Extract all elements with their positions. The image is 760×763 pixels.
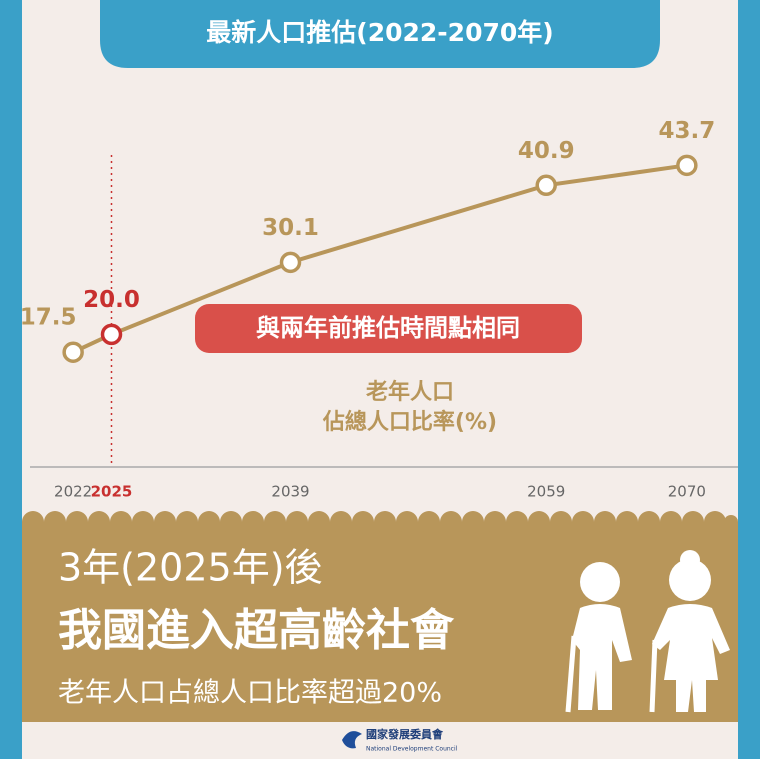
annotation-box bbox=[195, 304, 582, 353]
point bbox=[62, 341, 84, 363]
banner-line3: 老年人口占總人口比率超過20% bbox=[58, 678, 442, 709]
point bbox=[100, 323, 123, 346]
x-tick-label: 2039 bbox=[271, 483, 309, 501]
elderly-figures bbox=[565, 550, 730, 713]
data-label: 17.5 bbox=[20, 305, 77, 331]
y-label: 佔總人口比率(%) bbox=[322, 409, 497, 435]
data-label: 43.7 bbox=[658, 118, 715, 144]
banner-bg bbox=[22, 522, 738, 722]
title: 最新人口推估(2022-2070年) bbox=[206, 18, 553, 47]
footer-org: 國家發展委員會 bbox=[366, 727, 444, 741]
banner-line2: 我國進入超高齡社會 bbox=[58, 605, 455, 656]
x-tick-label: 2025 bbox=[91, 483, 133, 501]
banner-line1: 3年(2025年)後 bbox=[58, 546, 323, 590]
y-label: 老年人口 bbox=[365, 379, 454, 405]
footer-logo: 國家發展委員會 National Development Council bbox=[342, 727, 458, 753]
x-tick-label: 2059 bbox=[527, 483, 565, 501]
point bbox=[676, 154, 698, 177]
point bbox=[279, 251, 302, 274]
data-label: 30.1 bbox=[262, 215, 319, 241]
x-tick-label: 2070 bbox=[668, 483, 706, 501]
scallops bbox=[22, 511, 738, 533]
point bbox=[535, 174, 557, 197]
annotation: 與兩年前推估時間點相同 bbox=[256, 314, 520, 342]
title-tab bbox=[100, 0, 660, 68]
x-tick-label: 2022 bbox=[54, 483, 92, 501]
data-label: 20.0 bbox=[83, 287, 140, 313]
footer-org-en: National Development Council bbox=[366, 746, 458, 753]
data-label: 40.9 bbox=[518, 138, 575, 164]
